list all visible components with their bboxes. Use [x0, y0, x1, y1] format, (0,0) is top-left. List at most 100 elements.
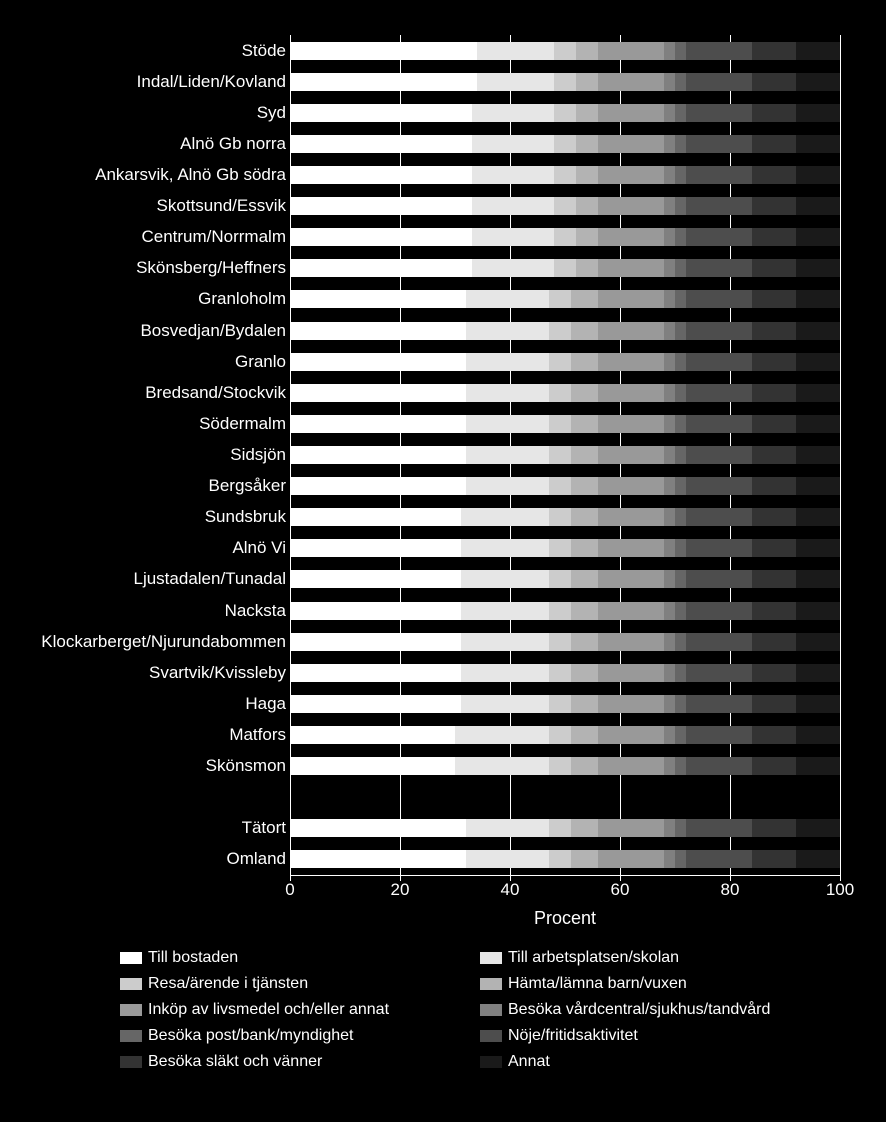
bar-segment: [675, 570, 686, 588]
ytick-label: Stöde: [6, 36, 286, 66]
bar-segment: [796, 322, 840, 340]
bar-segment: [290, 73, 477, 91]
bar-segment: [686, 602, 752, 620]
bar-segment: [554, 135, 576, 153]
bar-row: [290, 66, 840, 97]
bar-segment: [752, 602, 796, 620]
xtick-label: 0: [260, 880, 320, 900]
bar-segment: [549, 384, 571, 402]
bar-segment: [686, 384, 752, 402]
bar-segment: [554, 166, 576, 184]
bar-segment: [598, 73, 664, 91]
ytick-label: Sundsbruk: [6, 502, 286, 532]
bar-segment: [290, 726, 455, 744]
bar-segment: [664, 228, 675, 246]
bar-segment: [290, 166, 472, 184]
bar-row: [290, 533, 840, 564]
bar-segment: [796, 290, 840, 308]
ytick-label: Bergsåker: [6, 471, 286, 501]
bar-segment: [598, 664, 664, 682]
bar-segment: [686, 757, 752, 775]
bar-segment: [675, 602, 686, 620]
bar-segment: [466, 446, 549, 464]
stacked-bar: [290, 104, 840, 122]
bar-segment: [571, 602, 599, 620]
ytick-label: Skönsmon: [6, 751, 286, 781]
bar-segment: [290, 850, 466, 868]
bar-segment: [554, 104, 576, 122]
bar-segment: [686, 695, 752, 713]
bar-segment: [571, 415, 599, 433]
xtick-label: 40: [480, 880, 540, 900]
bar-segment: [549, 508, 571, 526]
bar-segment: [675, 384, 686, 402]
bar-segment: [752, 104, 796, 122]
legend-item: Annat: [480, 1049, 840, 1075]
bar-segment: [466, 477, 549, 495]
ytick-label: Ankarsvik, Alnö Gb södra: [6, 160, 286, 190]
legend-swatch: [480, 1004, 502, 1016]
legend-item: Till bostaden: [120, 945, 480, 971]
bar-segment: [576, 42, 598, 60]
bar-segment: [752, 42, 796, 60]
legend-swatch: [480, 1030, 502, 1042]
bar-segment: [549, 477, 571, 495]
bar-segment: [675, 757, 686, 775]
bar-segment: [549, 757, 571, 775]
bar-segment: [675, 135, 686, 153]
bar-segment: [752, 850, 796, 868]
xtick-label: 80: [700, 880, 760, 900]
ytick-label: Skönsberg/Heffners: [6, 253, 286, 283]
bar-segment: [664, 570, 675, 588]
bar-row: [290, 813, 840, 844]
x-axis-line: [290, 875, 840, 876]
bar-segment: [290, 570, 461, 588]
legend: Till bostadenTill arbetsplatsen/skolanRe…: [120, 945, 840, 1075]
bar-row: [290, 751, 840, 782]
bar-segment: [571, 477, 599, 495]
bar-segment: [664, 104, 675, 122]
bar-segment: [290, 353, 466, 371]
stacked-bar: [290, 73, 840, 91]
bar-segment: [598, 508, 664, 526]
bar-segment: [752, 259, 796, 277]
bar-segment: [290, 322, 466, 340]
bar-segment: [752, 695, 796, 713]
bar-row: [290, 439, 840, 470]
bar-segment: [598, 539, 664, 557]
bar-segment: [461, 570, 549, 588]
ytick-label: Nacksta: [6, 596, 286, 626]
stacked-bar: [290, 757, 840, 775]
bar-segment: [686, 664, 752, 682]
xtick-label: 100: [810, 880, 870, 900]
bar-segment: [686, 570, 752, 588]
ytick-label: Svartvik/Kvissleby: [6, 658, 286, 688]
legend-swatch: [120, 1030, 142, 1042]
bar-segment: [752, 508, 796, 526]
ytick-label: Granlo: [6, 347, 286, 377]
bar-segment: [686, 819, 752, 837]
bar-segment: [675, 819, 686, 837]
bar-segment: [461, 664, 549, 682]
bar-segment: [675, 726, 686, 744]
legend-label: Annat: [508, 1053, 550, 1071]
bar-segment: [664, 135, 675, 153]
bar-segment: [752, 819, 796, 837]
legend-item: Besöka post/bank/myndighet: [120, 1023, 480, 1049]
bar-segment: [686, 446, 752, 464]
bar-segment: [598, 259, 664, 277]
bar-segment: [598, 104, 664, 122]
bar-segment: [675, 42, 686, 60]
bar-segment: [796, 384, 840, 402]
ytick-label: Södermalm: [6, 409, 286, 439]
ytick-label: Alnö Gb norra: [6, 129, 286, 159]
bar-segment: [598, 42, 664, 60]
bar-segment: [675, 166, 686, 184]
bar-segment: [796, 633, 840, 651]
bar-segment: [571, 322, 599, 340]
bar-row: [290, 471, 840, 502]
stacked-bar: [290, 664, 840, 682]
bar-segment: [664, 602, 675, 620]
bar-segment: [664, 508, 675, 526]
stacked-bar: [290, 322, 840, 340]
